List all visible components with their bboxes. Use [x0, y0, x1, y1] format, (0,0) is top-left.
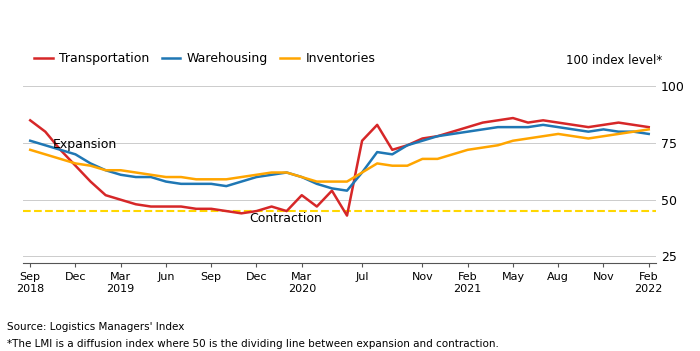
- Text: 100 index level*: 100 index level*: [566, 54, 663, 67]
- Text: Contraction: Contraction: [249, 212, 322, 225]
- Legend: Transportation, Warehousing, Inventories: Transportation, Warehousing, Inventories: [29, 47, 380, 70]
- Text: *The LMI is a diffusion index where 50 is the dividing line between expansion an: *The LMI is a diffusion index where 50 i…: [7, 339, 499, 350]
- Text: Expansion: Expansion: [52, 138, 117, 151]
- Text: Source: Logistics Managers' Index: Source: Logistics Managers' Index: [7, 322, 184, 332]
